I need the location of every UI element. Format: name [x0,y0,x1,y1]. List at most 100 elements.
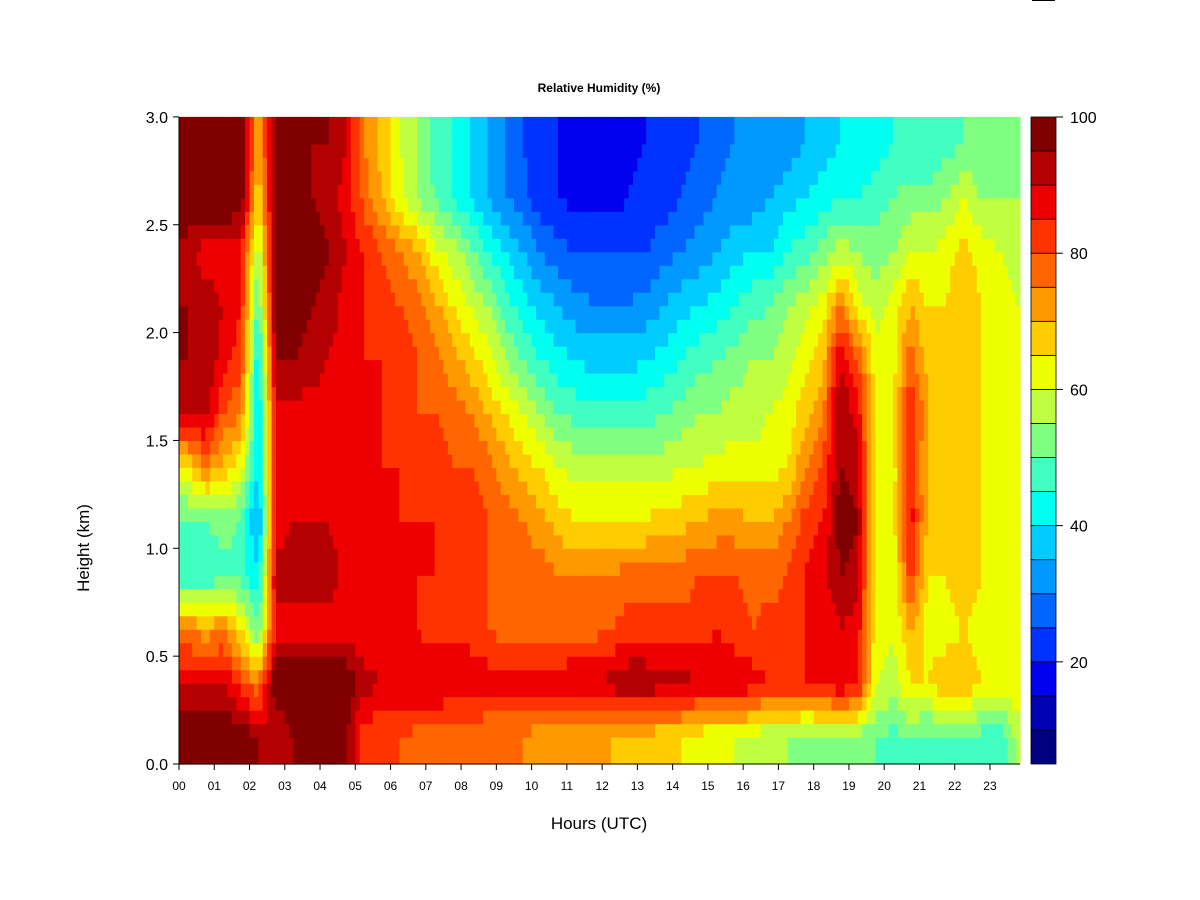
heatmap-cell [372,143,378,158]
heatmap-cell [593,480,599,495]
heatmap-cell [372,453,378,469]
heatmap-cell [240,521,246,536]
heatmap-cell [456,656,462,671]
heatmap-cell [245,224,251,239]
heatmap-cell [491,588,497,603]
heatmap-cell [289,507,295,522]
heatmap-cell [619,278,625,293]
heatmap-cell [474,507,480,522]
heatmap-cell [209,750,215,765]
heatmap-cell [390,602,396,617]
heatmap-cell [289,723,295,738]
heatmap-cell [179,278,185,293]
heatmap-cell [328,426,334,442]
heatmap-cell [267,143,273,158]
heatmap-cell [408,251,414,266]
heatmap-cell [527,332,533,347]
heatmap-cell [461,521,467,536]
heatmap-cell [214,588,220,603]
heatmap-cell [306,656,312,671]
heatmap-cell [346,575,352,590]
heatmap-cell [187,494,193,509]
heatmap-cell [628,292,634,307]
heatmap-cell [522,737,528,752]
heatmap-cell [342,683,348,698]
heatmap-cell [509,116,515,131]
heatmap-cell [218,696,224,711]
heatmap-cell [346,400,352,415]
heatmap-cell [236,588,242,603]
heatmap-cell [624,211,630,226]
heatmap-cell [214,413,220,428]
heatmap-cell [342,737,348,752]
heatmap-cell [584,305,590,320]
heatmap-cell [280,737,286,752]
heatmap-cell [615,184,621,199]
heatmap-cell [368,615,374,630]
heatmap-cell [408,615,414,630]
heatmap-cell [179,548,185,563]
heatmap-cell [306,197,312,212]
heatmap-cell [540,265,546,280]
heatmap-cell [183,224,189,239]
heatmap-cell [496,157,502,172]
heatmap-cell [271,170,277,185]
heatmap-cell [201,521,207,536]
heatmap-cell [408,130,414,145]
heatmap-cell [412,683,418,698]
heatmap-cell [425,710,431,725]
heatmap-cell [430,615,436,630]
heatmap-cell [311,265,317,280]
heatmap-cell [456,305,462,320]
heatmap-cell [223,413,229,428]
heatmap-cell [624,238,630,253]
heatmap-cell [624,723,630,738]
heatmap-cell [562,453,568,469]
heatmap-cell [372,305,378,320]
heatmap-cell [518,669,524,684]
heatmap-cell [593,696,599,711]
heatmap-cell [527,157,533,172]
heatmap-cell [196,737,202,752]
heatmap-cell [267,184,273,199]
heatmap-cell [258,346,264,361]
heatmap-cell [196,696,202,711]
heatmap-cell [187,696,193,711]
heatmap-cell [505,346,511,361]
heatmap-cell [381,170,387,185]
heatmap-cell [386,197,392,212]
heatmap-cell [439,426,445,442]
heatmap-cell [275,602,281,617]
heatmap-cell [359,615,365,630]
heatmap-cell [231,507,237,522]
heatmap-cell [434,467,440,482]
heatmap-cell [430,184,436,199]
heatmap-cell [214,440,220,455]
heatmap-cell [306,561,312,576]
heatmap-cell [487,116,493,131]
heatmap-cell [531,507,537,522]
heatmap-cell [275,265,281,280]
heatmap-cell [196,453,202,469]
heatmap-cell [417,251,423,266]
heatmap-cell [610,305,616,320]
heatmap-cell [236,170,242,185]
heatmap-cell [408,426,414,442]
heatmap-cell [187,750,193,765]
heatmap-cell [231,238,237,253]
heatmap-cell [179,669,185,684]
heatmap-cell [553,359,559,374]
heatmap-cell [381,521,387,536]
heatmap-cell [522,292,528,307]
heatmap-cell [236,548,242,563]
heatmap-cell [536,157,542,172]
heatmap-cell [434,143,440,158]
heatmap-cell [496,642,502,657]
heatmap-cell [536,400,542,415]
heatmap-cell [179,534,185,549]
heatmap-cell [531,575,537,590]
heatmap-cell [575,224,581,239]
heatmap-cell [527,359,533,374]
heatmap-cell [267,521,273,536]
heatmap-cell [571,494,577,509]
